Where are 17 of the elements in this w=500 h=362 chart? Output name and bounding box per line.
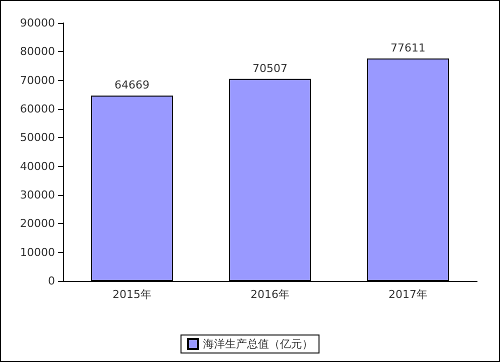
y-tick-label: 30000 (20, 188, 55, 202)
y-tick-label: 90000 (20, 16, 55, 30)
y-tick-label: 50000 (20, 131, 55, 144)
data-label: 77611 (390, 42, 426, 55)
data-label: 64669 (114, 78, 150, 92)
y-tick-label: 0 (48, 274, 55, 288)
x-tick-label: 2016年 (250, 288, 290, 301)
legend-label: 海洋生产总值（亿元） (203, 338, 313, 350)
x-tick-label: 2015年 (112, 288, 152, 301)
y-tick-label: 10000 (20, 246, 55, 259)
x-tick-label: 2017年 (388, 288, 428, 301)
y-tick-label: 20000 (20, 217, 55, 230)
y-tick-label: 80000 (20, 45, 55, 58)
data-label: 70507 (252, 62, 288, 75)
y-tick-label: 70000 (20, 74, 55, 87)
y-tick-label: 40000 (20, 160, 55, 173)
y-tick-label: 60000 (20, 102, 55, 116)
